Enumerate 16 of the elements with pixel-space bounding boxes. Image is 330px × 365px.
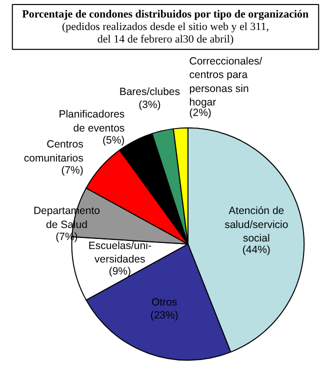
chart-title: Porcentaje de condones distribuidos por tipo de organización — [22, 8, 309, 20]
slice-label: Correccionales/ centros para personas sin hogar — [189, 55, 262, 109]
data-label: (44%) — [242, 244, 270, 256]
slice-label: Otros — [151, 296, 178, 309]
data-label: (23%) — [150, 310, 178, 322]
data-label: (5%) — [102, 134, 125, 147]
chart-subtitle: (pedidos realizados desde el sitio web y el 311, del 14 de febrero al30 de abril) — [62, 20, 270, 46]
data-label: (7%) — [61, 164, 84, 176]
data-label: (9%) — [108, 266, 132, 278]
slice-label: Bares/clubes — [119, 86, 180, 98]
data-label: (3%) — [138, 98, 161, 111]
slice-label: Escuelas/uni- versidades — [88, 240, 152, 266]
slice-label: Atención de salud/servicio social — [224, 205, 288, 245]
data-label: (2%) — [189, 107, 212, 120]
slice-label: Centros comunitarios — [24, 138, 84, 164]
slice-label: Planificadores de eventos — [58, 108, 125, 135]
